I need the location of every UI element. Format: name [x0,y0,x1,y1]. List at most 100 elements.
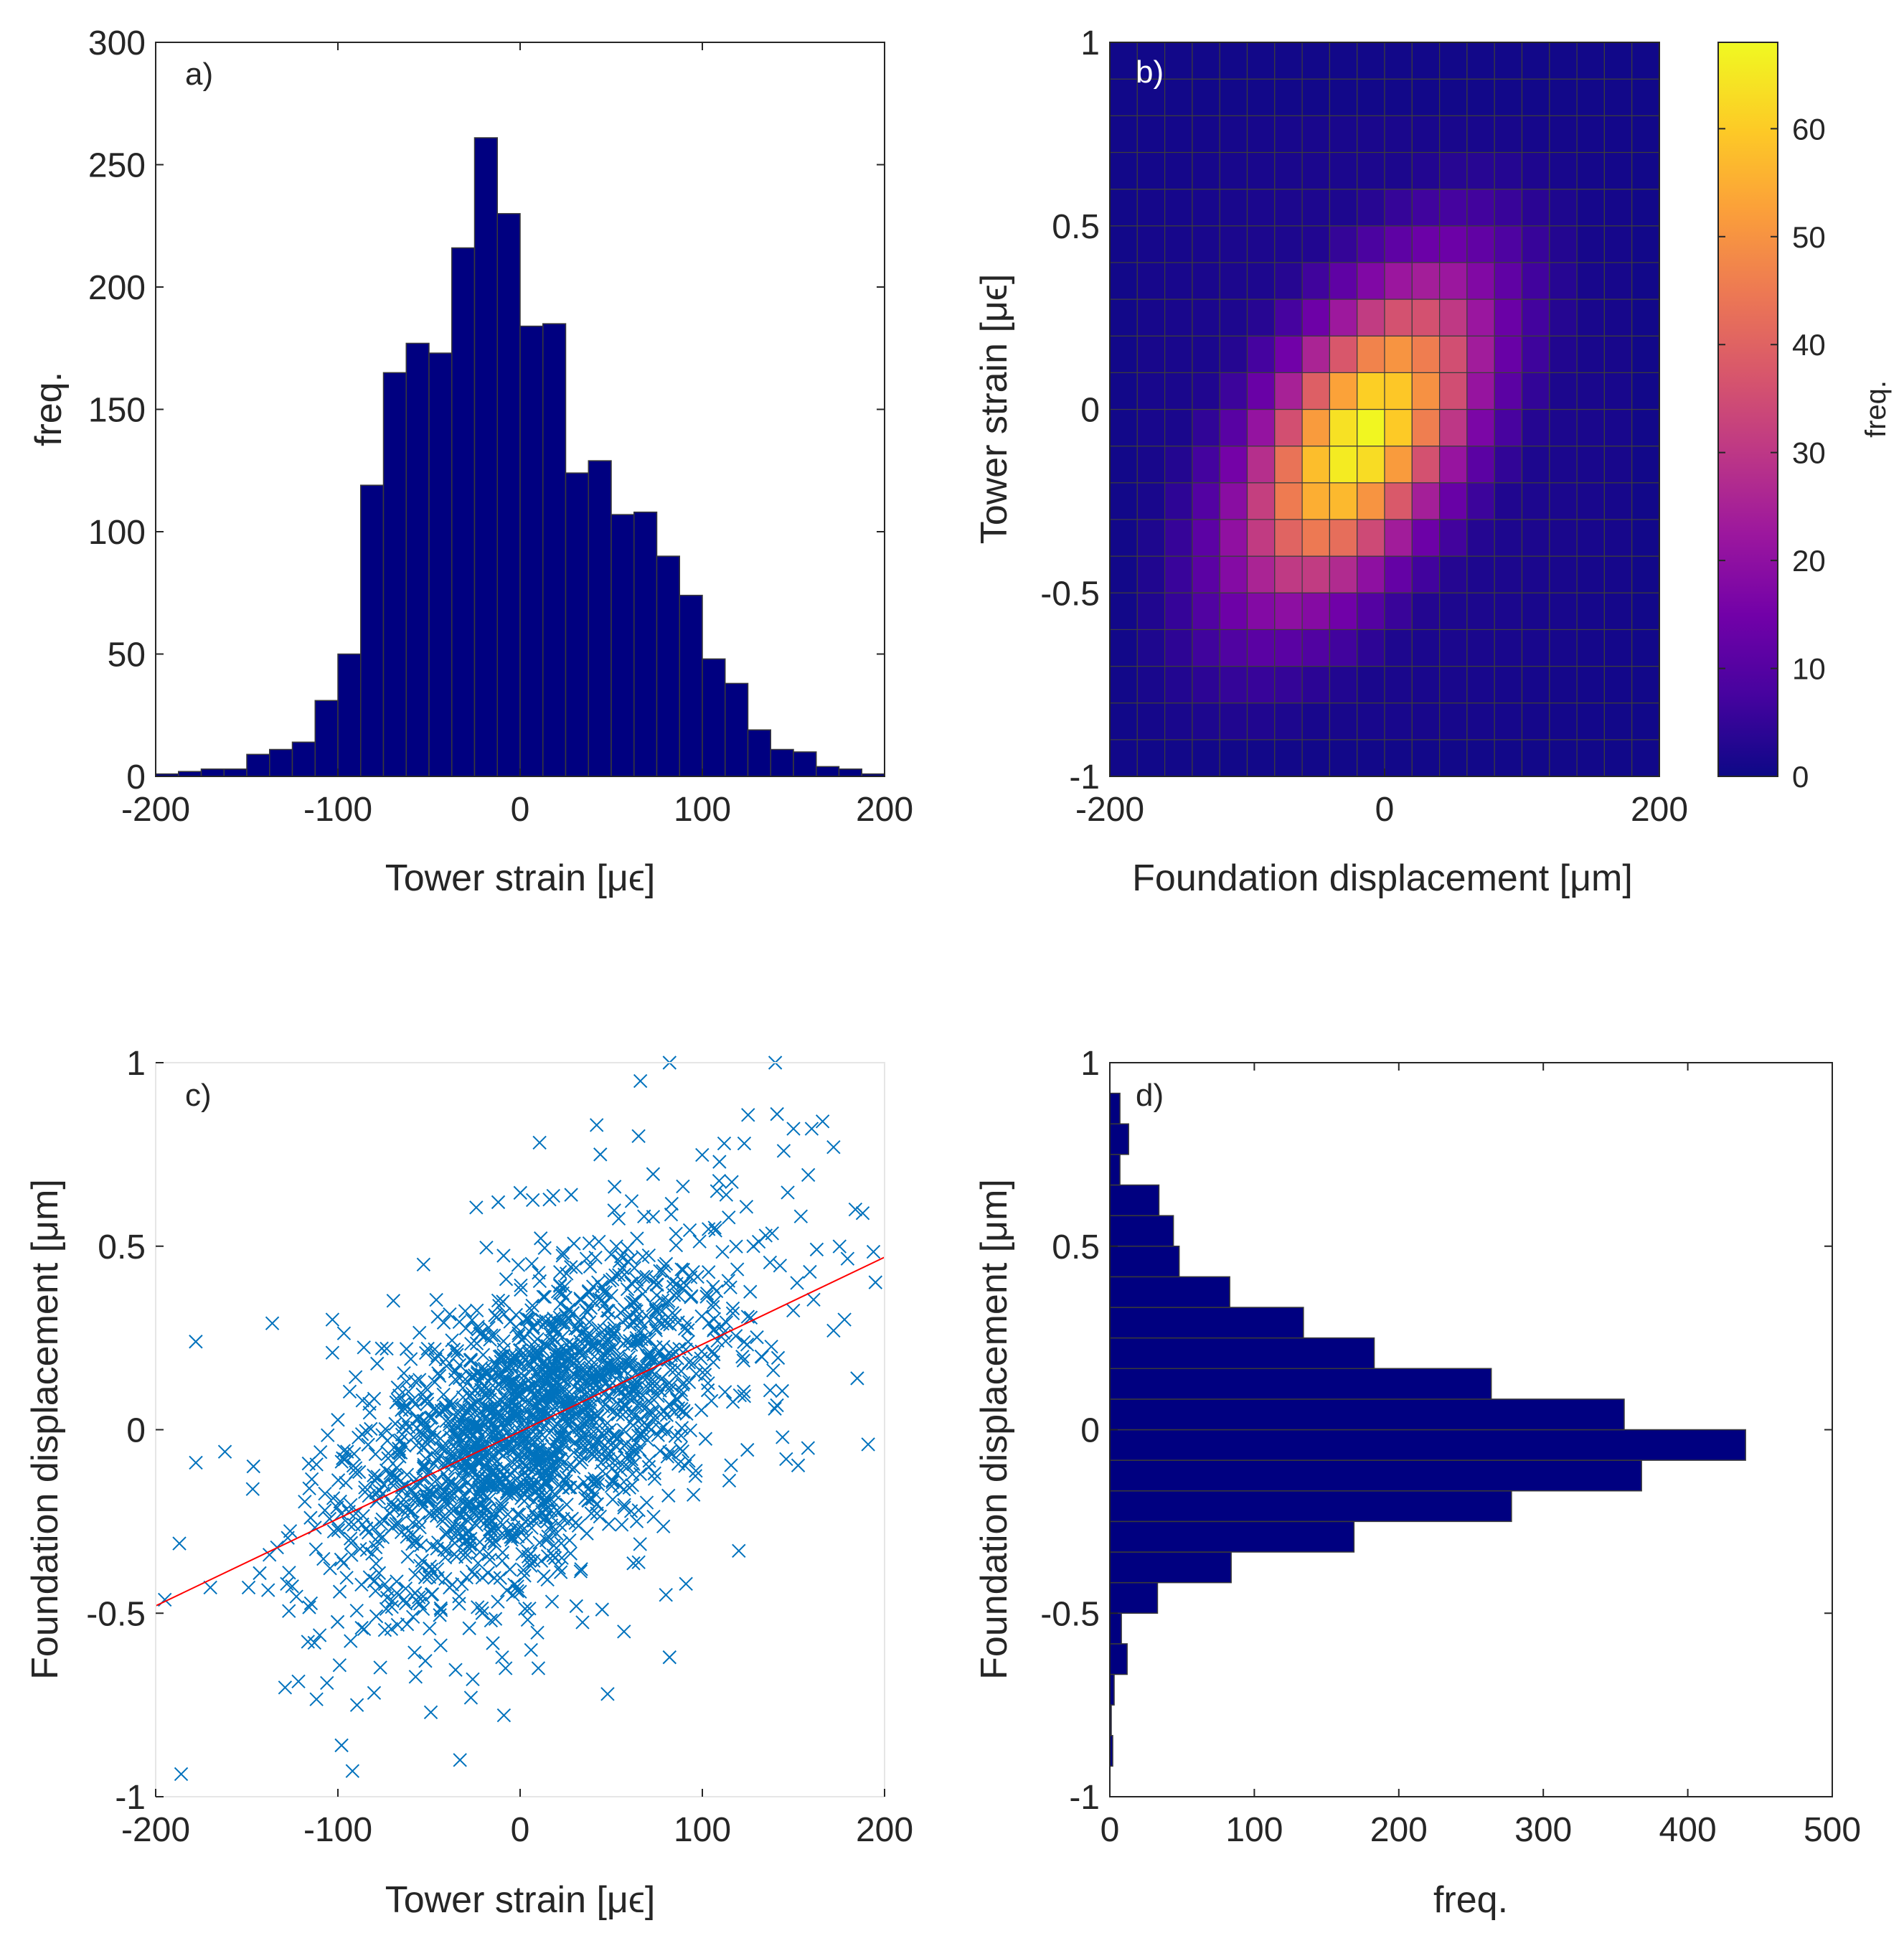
scatter-point [405,1528,420,1542]
heatmap-cell [1329,225,1358,263]
heatmap-cell [1136,665,1166,704]
heatmap-cell [1521,665,1550,704]
scatter-point [289,1589,303,1604]
scatter-point [345,1764,360,1778]
scatter-point [574,1344,588,1358]
scatter-point [463,1512,478,1526]
scatter-point [629,1330,644,1345]
scatter-point [532,1536,547,1550]
panel-c-ytick-label: -1 [115,1779,146,1817]
scatter-point [332,1584,347,1599]
scatter-point [868,1275,883,1289]
heatmap-cell [1274,225,1303,263]
panel-b-xlabel: Foundation displacement [μm] [1132,857,1633,899]
heatmap-cell [1603,665,1633,704]
heatmap-cell [1329,298,1358,337]
scatter-point [550,1443,564,1457]
heatmap-cell [1384,446,1413,484]
scatter-point [463,1691,479,1705]
scatter-point [344,1498,358,1513]
scatter-point [530,1625,545,1640]
panel-b-xtick-label: 200 [1631,791,1688,829]
scatter-point [485,1449,499,1463]
heatmap-cell [1274,555,1303,593]
heatmap-cell [1109,665,1138,704]
heatmap-cell [1246,151,1276,190]
scatter-point [446,1444,460,1459]
scatter-point [349,1698,364,1712]
heatmap-cell [1357,189,1385,227]
panel-b-ytick-label: -1 [1069,758,1100,796]
heatmap-cell [1549,555,1578,593]
scatter-point [764,1339,778,1354]
scatter-point [661,1353,676,1367]
heatmap-cell [1246,702,1276,741]
scatter-point [435,1514,450,1528]
heatmap-cell [1357,78,1385,116]
scatter-point [344,1536,359,1550]
heatmap-cell [1246,262,1276,300]
heatmap-cell [1192,298,1220,337]
heatmap-cell [1246,739,1276,777]
scatter-point [826,1139,841,1155]
heatmap-cell [1521,151,1550,190]
scatter-point [618,1334,633,1348]
heatmap-cell [1494,665,1523,704]
heatmap-cell [1549,225,1578,263]
scatter-point [400,1467,415,1482]
heatmap-cell [1329,519,1358,557]
scatter-point [326,1524,341,1539]
heatmap-cell [1521,739,1550,777]
heatmap-cell [1384,262,1413,300]
heatmap-cell [1301,702,1330,741]
heatmap-cell [1438,592,1468,631]
scatter-point [617,1500,631,1515]
scatter-point [589,1421,604,1436]
heatmap-cell [1494,335,1523,373]
scatter-point [367,1468,381,1482]
heatmap-cell [1438,225,1468,263]
histogram-bar [1109,1459,1642,1492]
histogram-bar [314,700,339,777]
scatter-point [412,1373,427,1387]
scatter-point [496,1334,511,1348]
heatmap-cell [1274,446,1303,484]
heatmap-cell [1521,335,1550,373]
heatmap-cell [1246,665,1276,704]
heatmap-cell [1384,151,1413,190]
scatter-point [725,1175,739,1189]
histogram-bar [542,323,567,777]
heatmap-cell [1603,555,1633,593]
scatter-point [542,1388,557,1403]
heatmap-cell [1301,446,1330,484]
scatter-point [447,1547,462,1561]
heatmap-cell [1631,592,1660,631]
scatter-point [460,1527,474,1541]
scatter-point [604,1479,619,1493]
scatter-point [483,1332,497,1347]
scatter-point [503,1315,517,1329]
scatter-point [459,1570,474,1585]
scatter-point [489,1381,503,1396]
histogram-bar [1109,1123,1129,1155]
scatter-point [576,1405,590,1419]
scatter-point [572,1315,586,1330]
scatter-point [642,1332,656,1347]
heatmap-cell [1274,519,1303,557]
panel-a-xtick-label: -100 [303,791,372,829]
scatter-point [354,1427,369,1442]
heatmap-cell [1411,42,1441,80]
scatter-point [712,1155,727,1169]
scatter-point [500,1360,515,1374]
heatmap-cell [1631,335,1660,373]
heatmap-cell [1384,482,1413,520]
scatter-point [832,1239,847,1254]
heatmap-cell [1384,189,1413,227]
scatter-point [323,1561,337,1576]
heatmap-cell [1329,592,1358,631]
scatter-point [385,1520,400,1535]
heatmap-cell [1631,665,1660,704]
heatmap-cell [1576,446,1606,484]
scatter-point [487,1571,501,1585]
scatter-point [662,1650,677,1665]
